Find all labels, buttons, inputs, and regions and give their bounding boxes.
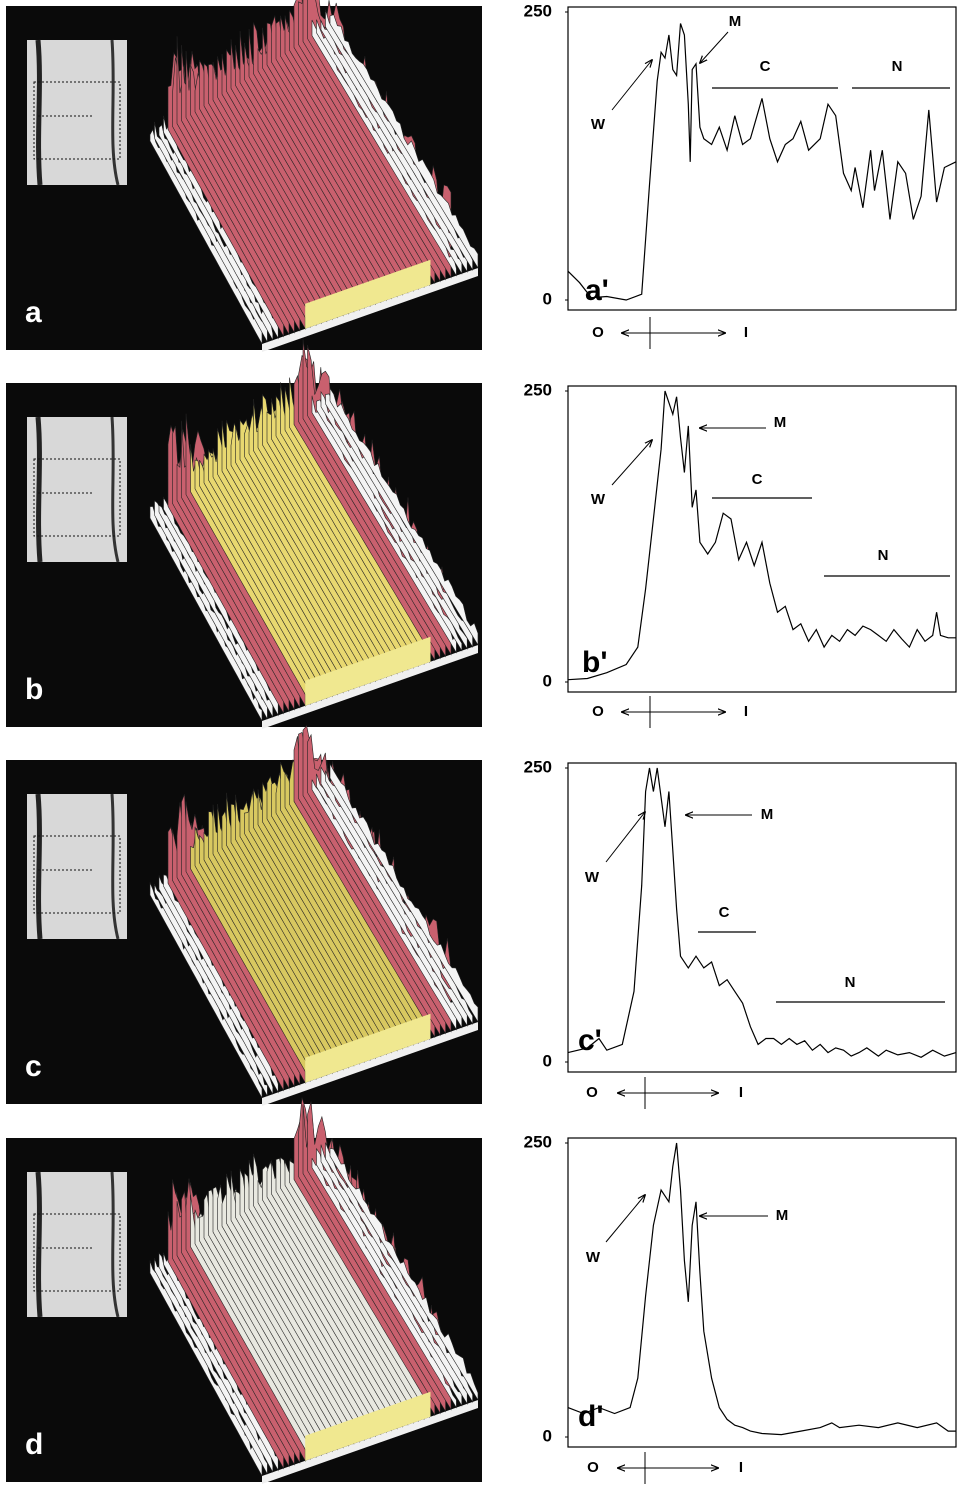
thumbnail-wall: [38, 417, 40, 562]
y-tick-label: 250: [524, 1, 552, 20]
y-tick-label: 0: [543, 1426, 552, 1445]
profile-label: d': [578, 1400, 603, 1433]
annotation: N: [878, 547, 889, 564]
plot-frame: [568, 7, 956, 310]
y-tick-label: 0: [543, 1051, 552, 1070]
body: a 0 250 a' W M C N O Ib 0 250 b' W M C N O Ic 0 250 c' W M C N O Id…: [0, 0, 957, 1486]
annotation-arrow: [700, 32, 728, 63]
annotation: W: [591, 116, 606, 133]
annotation: M: [774, 414, 787, 431]
panel-label: b: [25, 673, 43, 706]
plot-frame: [568, 1138, 956, 1447]
annotation: C: [719, 904, 730, 921]
thumbnail-wall: [38, 1172, 40, 1317]
axis-label-outer: O: [592, 324, 604, 341]
y-tick-label: 250: [524, 1132, 552, 1151]
axis-label-outer: O: [586, 1084, 598, 1101]
annotation: M: [761, 806, 774, 823]
panel-label: a: [25, 296, 42, 329]
y-tick-label: 250: [524, 757, 552, 776]
panel-label: c: [25, 1050, 42, 1083]
thumbnail-wall: [38, 40, 40, 185]
axis-label-outer: O: [587, 1459, 599, 1476]
y-tick-label: 250: [524, 380, 552, 399]
annotation: N: [892, 58, 903, 75]
axis-label-inner: I: [744, 703, 748, 720]
plot-frame: [568, 386, 956, 692]
annotation: W: [586, 1249, 601, 1266]
annotation: W: [591, 491, 606, 508]
profile-line: [568, 1143, 956, 1435]
annotation-arrow: [606, 1195, 645, 1242]
annotation: M: [729, 13, 742, 30]
profile-line: [568, 391, 956, 680]
figure: a 0 250 a' W M C N O Ib 0 250 b' W M C N O Ic 0 250 c' W M C N O Id…: [0, 0, 957, 1486]
axis-label-inner: I: [739, 1084, 743, 1101]
annotation-arrow: [612, 440, 652, 485]
annotation: C: [760, 58, 771, 75]
profile-label: a': [585, 274, 609, 307]
annotation: W: [585, 869, 600, 886]
y-tick-label: 0: [543, 289, 552, 308]
annotation: N: [845, 974, 856, 991]
panel-label: d: [25, 1428, 43, 1461]
axis-label-inner: I: [744, 324, 748, 341]
y-tick-label: 0: [543, 671, 552, 690]
axis-label-inner: I: [739, 1459, 743, 1476]
thumbnail-wall: [38, 794, 40, 939]
annotation-arrow: [612, 60, 652, 110]
annotation-arrow: [606, 812, 645, 862]
profile-label: b': [582, 646, 607, 679]
page: body { margin: 0; background: #fff; font…: [0, 0, 957, 1486]
annotation: M: [776, 1207, 789, 1224]
annotation: C: [752, 471, 763, 488]
profile-label: c': [578, 1024, 602, 1057]
axis-label-outer: O: [592, 703, 604, 720]
